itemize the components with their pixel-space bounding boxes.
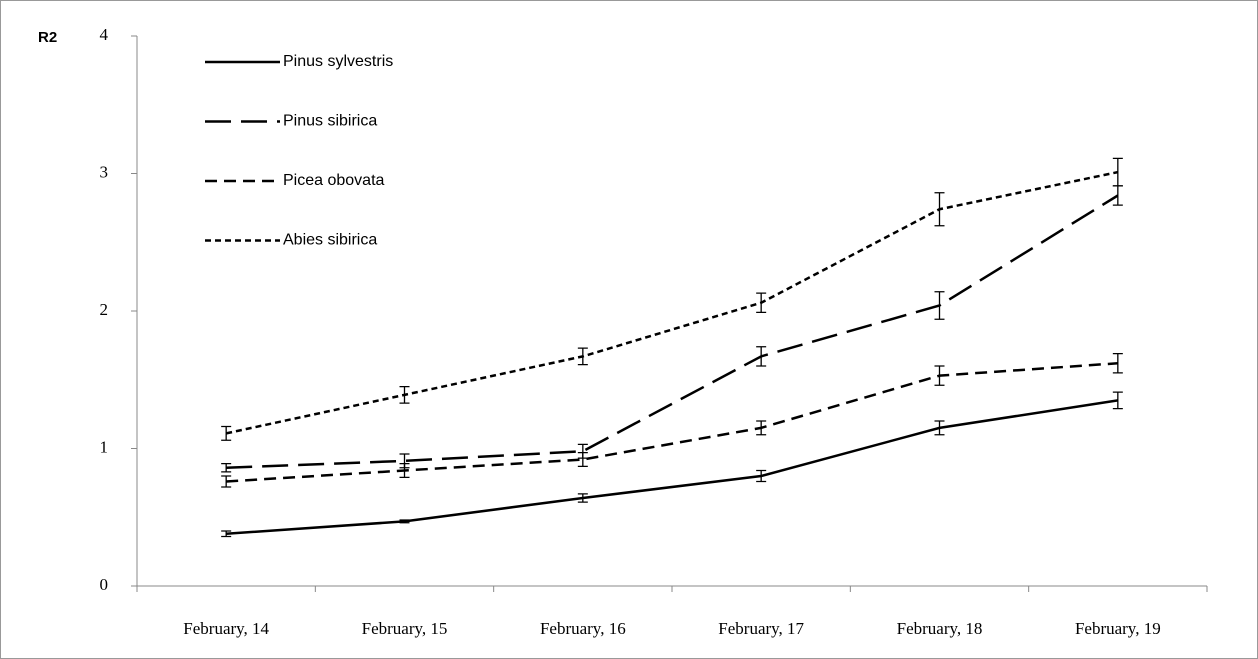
legend-label: Picea obovata bbox=[283, 172, 385, 189]
legend-label: Abies sibirica bbox=[283, 232, 377, 249]
error-bar bbox=[399, 385, 410, 404]
error-bar bbox=[399, 519, 410, 524]
error-bar bbox=[577, 451, 588, 468]
error-bar bbox=[934, 291, 945, 320]
x-tick-label: February, 19 bbox=[1075, 619, 1161, 638]
error-bar bbox=[756, 292, 767, 314]
line bbox=[226, 362, 1118, 483]
y-axis-label: R2 bbox=[38, 29, 57, 46]
y-tick-label: 2 bbox=[100, 300, 109, 319]
error-bar bbox=[756, 346, 767, 367]
error-bar bbox=[577, 493, 588, 503]
error-bar bbox=[399, 462, 410, 479]
error-bar bbox=[221, 462, 232, 473]
line bbox=[226, 194, 1119, 469]
legend-label: Pinus sibirica bbox=[283, 113, 377, 130]
error-bar bbox=[1112, 352, 1123, 374]
error-bar bbox=[934, 192, 945, 227]
error-bar bbox=[221, 475, 232, 488]
error-bar bbox=[756, 420, 767, 436]
error-bar bbox=[756, 469, 767, 483]
y-tick-label: 0 bbox=[100, 575, 109, 594]
error-bar bbox=[1112, 391, 1123, 410]
y-tick-label: 4 bbox=[100, 25, 109, 44]
y-tick-label: 3 bbox=[100, 162, 109, 181]
line bbox=[226, 399, 1119, 535]
legend-label: Pinus sylvestris bbox=[283, 53, 393, 70]
error-bar bbox=[577, 347, 588, 366]
x-tick-label: February, 15 bbox=[362, 619, 448, 638]
error-bar bbox=[221, 530, 232, 538]
x-tick-label: February, 18 bbox=[897, 619, 983, 638]
error-bar bbox=[934, 365, 945, 386]
error-bar bbox=[1112, 157, 1123, 187]
x-tick-label: February, 17 bbox=[718, 619, 804, 638]
x-tick-label: February, 16 bbox=[540, 619, 626, 638]
error-bar bbox=[934, 420, 945, 436]
error-bar bbox=[221, 425, 232, 441]
y-tick-label: 1 bbox=[100, 437, 109, 456]
x-tick-label: February, 14 bbox=[183, 619, 269, 638]
line bbox=[225, 170, 1119, 435]
